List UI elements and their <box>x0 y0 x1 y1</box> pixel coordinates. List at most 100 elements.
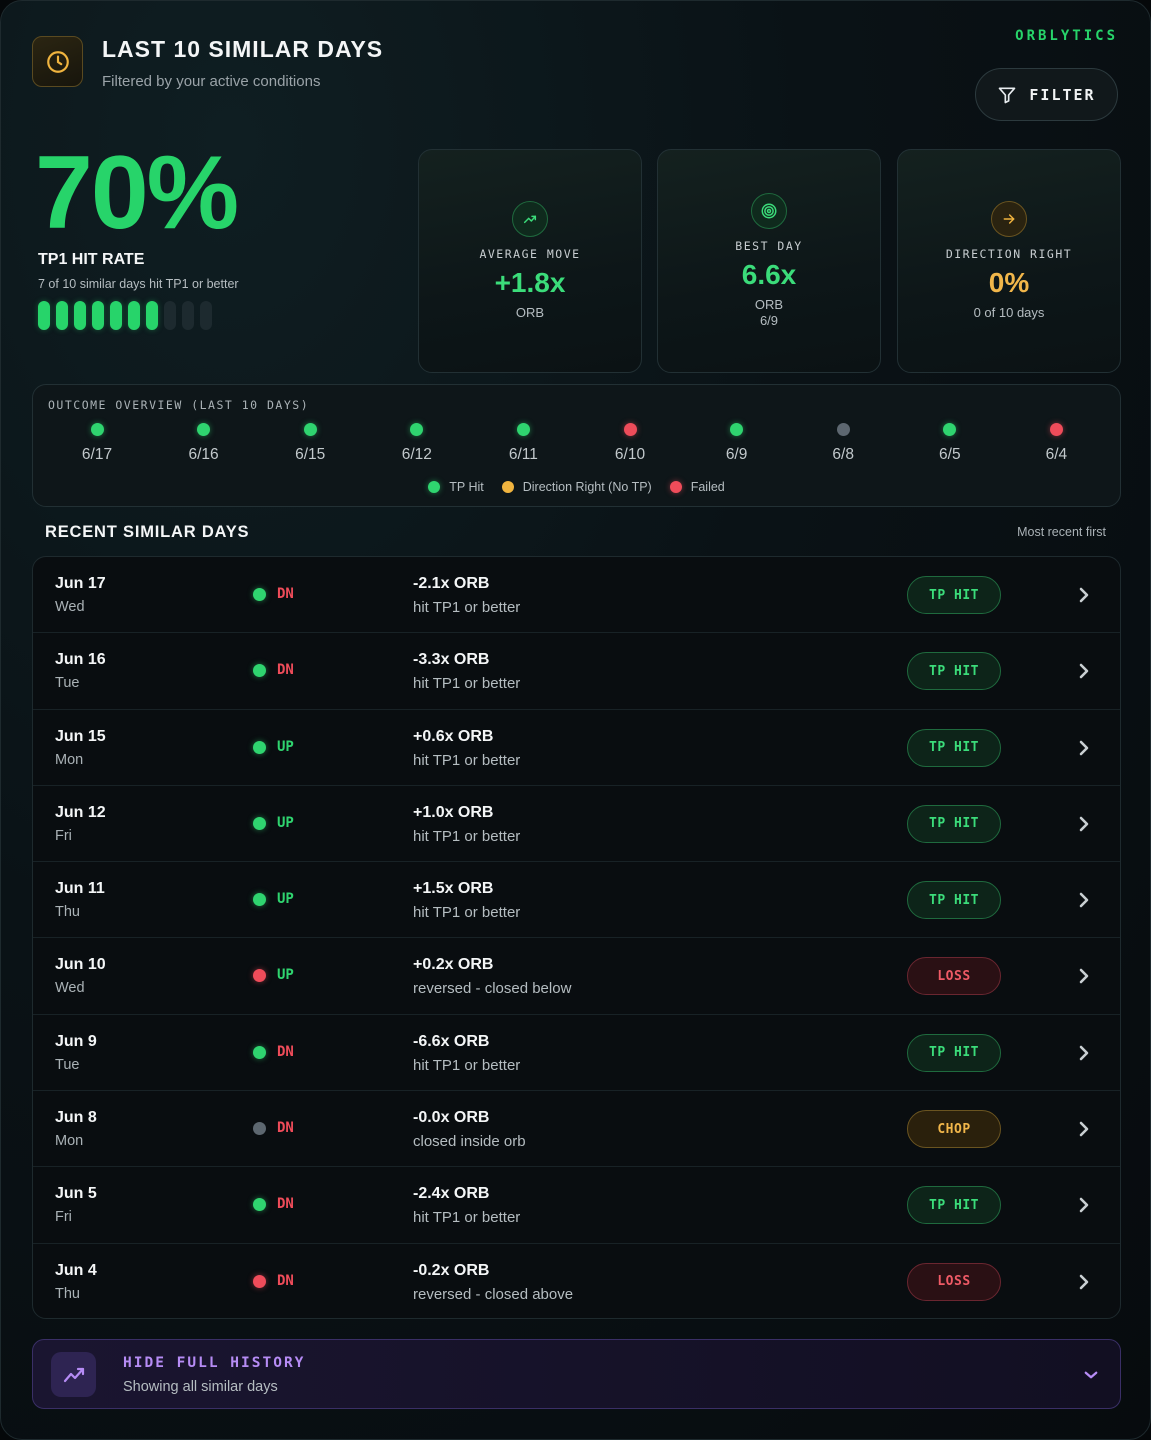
table-row[interactable]: Jun 17 Wed DN -2.1x ORB hit TP1 or better TP … <box>33 557 1120 634</box>
stat-label: DIRECTION RIGHT <box>945 247 1073 261</box>
row-move: +0.6x ORB <box>413 727 494 745</box>
row-date: Jun 8 <box>55 1109 97 1127</box>
row-badge: LOSS <box>907 957 1001 996</box>
row-move: +0.2x ORB <box>413 956 494 974</box>
overview-day: 6/15 <box>280 423 340 464</box>
hide-full-history-button[interactable]: HIDE FULL HISTORY Showing all similar da… <box>32 1339 1121 1409</box>
row-description: hit TP1 or better <box>413 1209 521 1227</box>
hit-bar <box>92 301 104 330</box>
stat-sub-date: 6/9 <box>759 313 779 328</box>
stat-value: +1.8x <box>494 267 566 298</box>
table-row[interactable]: Jun 15 Mon UP +0.6x ORB hit TP1 or better TP … <box>33 710 1120 786</box>
overview-date: 6/15 <box>295 446 326 463</box>
row-date: Jun 10 <box>55 956 106 974</box>
legend-item: TP Hit <box>428 480 484 494</box>
row-status-dot <box>253 740 266 754</box>
overview-day: 6/12 <box>387 423 447 464</box>
overview-date: 6/9 <box>725 446 748 463</box>
row-date: Jun 12 <box>55 803 106 821</box>
row-description: hit TP1 or better <box>413 599 521 616</box>
stat-value: 0% <box>988 267 1030 298</box>
page-subtitle: Filtered by your active conditions <box>102 73 321 90</box>
row-move: -0.2x ORB <box>413 1261 490 1279</box>
outcome-dot <box>943 423 957 436</box>
row-description: reversed - closed below <box>413 980 572 998</box>
hit-bar <box>146 301 158 330</box>
chart-icon <box>51 1352 96 1397</box>
row-move: +1.0x ORB <box>413 803 494 821</box>
row-direction: UP <box>277 814 294 831</box>
row-description: hit TP1 or better <box>413 675 521 693</box>
chevron-right-icon <box>1077 890 1091 915</box>
row-direction: DN <box>277 586 294 602</box>
table-row[interactable]: Jun 16 Tue DN -3.3x ORB hit TP1 or better TP … <box>33 633 1120 710</box>
table-row[interactable]: Jun 11 Thu UP +1.5x ORB hit TP1 or better TP … <box>33 862 1120 939</box>
row-weekday: Fri <box>55 827 72 844</box>
chevron-right-icon <box>1077 814 1091 839</box>
chevron-right-icon <box>1077 1119 1091 1144</box>
row-move: -0.0x ORB <box>413 1109 490 1127</box>
stat-label: AVERAGE MOVE <box>479 247 581 261</box>
row-status-dot <box>253 1045 266 1059</box>
row-direction: UP <box>277 967 294 984</box>
table-row[interactable]: Jun 8 Mon DN -0.0x ORB closed inside orb CHOP <box>33 1091 1120 1168</box>
overview-day: 6/9 <box>707 423 767 464</box>
row-weekday: Mon <box>55 1133 84 1150</box>
hit-bar <box>200 301 212 330</box>
filter-button[interactable]: FILTER <box>975 68 1118 121</box>
overview-date: 6/17 <box>81 446 113 463</box>
row-move: -2.1x ORB <box>413 575 490 592</box>
row-weekday: Wed <box>55 599 85 615</box>
table-row[interactable]: Jun 9 Tue DN -6.6x ORB hit TP1 or better TP H… <box>33 1015 1120 1092</box>
stat-value: 6.6x <box>741 259 797 290</box>
target-icon <box>751 193 787 229</box>
row-status-dot <box>253 1274 266 1288</box>
table-row[interactable]: Jun 12 Fri UP +1.0x ORB hit TP1 or better TP … <box>33 786 1120 863</box>
outcome-dot <box>623 423 637 436</box>
row-status-dot <box>253 664 266 678</box>
history-title: HIDE FULL HISTORY <box>123 1355 306 1371</box>
row-direction: DN <box>277 1043 294 1060</box>
table-row[interactable]: Jun 5 Fri DN -2.4x ORB hit TP1 or better TP H… <box>33 1167 1120 1244</box>
outcome-dot <box>516 423 530 436</box>
outcome-dot <box>90 423 104 436</box>
row-weekday: Tue <box>55 675 80 692</box>
overview-day: 6/8 <box>813 423 873 464</box>
row-weekday: Mon <box>55 751 84 768</box>
stat-direction-right: DIRECTION RIGHT 0% 0 of 10 days <box>897 149 1121 373</box>
arrow-right-icon <box>991 201 1027 237</box>
outcome-overview: OUTCOME OVERVIEW (LAST 10 DAYS) 6/17 6/16… <box>32 384 1121 507</box>
stat-label: BEST DAY <box>735 239 803 253</box>
row-weekday: Fri <box>55 1209 72 1226</box>
hit-bar <box>56 301 68 330</box>
legend-item: Direction Right (No TP) <box>501 480 652 494</box>
row-description: closed inside orb <box>413 1133 526 1151</box>
row-badge: TP HIT <box>907 881 1001 920</box>
row-move: -2.4x ORB <box>413 1185 490 1203</box>
table-row[interactable]: Jun 10 Wed UP +0.2x ORB reversed - closed be… <box>33 938 1120 1015</box>
row-badge: TP HIT <box>907 576 1001 614</box>
history-sub: Showing all similar days <box>123 1379 278 1395</box>
table-row[interactable]: Jun 4 Thu DN -0.2x ORB reversed - closed abo… <box>33 1244 1120 1318</box>
chevron-right-icon <box>1077 966 1091 991</box>
hit-bar <box>128 301 140 330</box>
row-direction: DN <box>277 1196 294 1213</box>
overview-day: 6/11 <box>493 423 553 464</box>
overview-day: 6/4 <box>1026 423 1086 464</box>
row-move: -3.3x ORB <box>413 651 490 669</box>
filter-icon <box>999 87 1016 103</box>
row-status-dot <box>253 588 266 601</box>
overview-day: 6/10 <box>600 423 660 464</box>
outcome-dot <box>1049 423 1063 436</box>
clock-icon <box>32 36 83 87</box>
row-badge: TP HIT <box>907 1186 1001 1225</box>
stat-average-move: AVERAGE MOVE +1.8x ORB <box>418 149 642 373</box>
overview-date: 6/5 <box>939 446 961 463</box>
row-date: Jun 5 <box>55 1185 97 1203</box>
hit-rate-percent: 70% <box>35 135 239 251</box>
chevron-right-icon <box>1077 1272 1091 1297</box>
row-badge: TP HIT <box>907 652 1001 691</box>
overview-date: 6/11 <box>508 446 538 463</box>
row-badge: CHOP <box>907 1110 1001 1149</box>
